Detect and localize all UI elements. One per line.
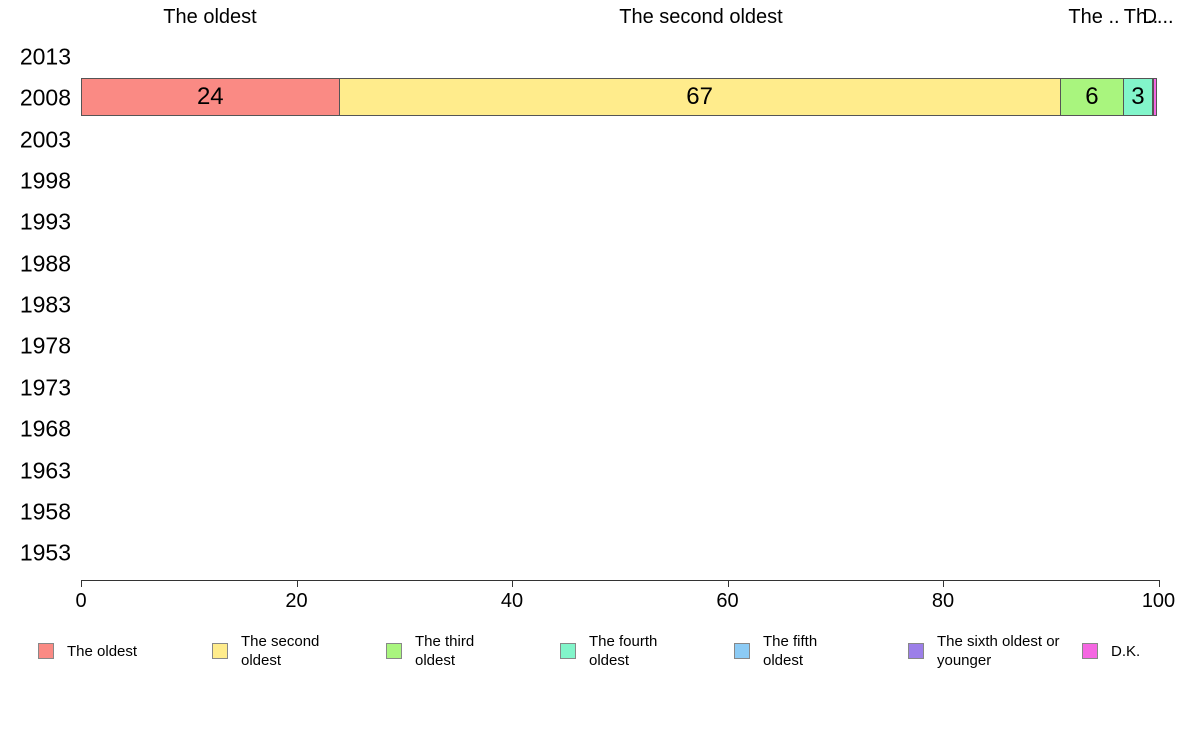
bar-segment-4[interactable]: 3: [1123, 78, 1153, 116]
legend-item-label: D.K.: [1111, 642, 1141, 660]
x-tick: [1158, 580, 1160, 587]
segment-header-label-1: The oldest: [163, 6, 257, 28]
legend-item-7[interactable]: D.K.: [1082, 629, 1140, 673]
bar-segment-7[interactable]: [1152, 78, 1157, 116]
legend-swatch: [1082, 643, 1098, 659]
stacked-bar-2008: 24 67 6 3: [81, 78, 1157, 116]
year-label-1998: 1998: [19, 167, 71, 194]
legend-item-label: The third oldest: [415, 633, 475, 669]
x-tick: [512, 580, 513, 587]
legend-item-3[interactable]: The third oldest: [386, 629, 505, 673]
x-tick-label-20: 20: [285, 590, 308, 612]
year-label-2008: 2008: [19, 84, 71, 111]
year-label-1963: 1963: [19, 457, 71, 483]
legend-item-5[interactable]: The fifth oldest: [734, 629, 853, 673]
bar-segment-1[interactable]: 24: [81, 78, 340, 116]
bar-segment-2[interactable]: 67: [338, 78, 1061, 116]
legend-item-label: The fifth oldest: [763, 633, 818, 669]
year-label-2013: 2013: [19, 43, 71, 70]
legend-swatch: [734, 643, 750, 659]
legend-item-label: The second oldest: [241, 633, 320, 669]
year-label-1958: 1958: [19, 498, 71, 525]
legend-item-1[interactable]: The oldest: [38, 629, 137, 673]
x-tick-label-0: 0: [75, 590, 87, 612]
year-label-1953: 1953: [19, 539, 71, 566]
year-label-1988: 1988: [19, 250, 71, 277]
x-tick-label-100: 100: [1141, 590, 1176, 612]
legend-item-label: The oldest: [67, 642, 138, 660]
x-tick: [296, 580, 298, 587]
x-tick: [943, 580, 944, 587]
x-tick-label-40: 40: [500, 590, 524, 612]
year-label-1993: 1993: [19, 208, 71, 235]
legend-item-4[interactable]: The fourth oldest: [560, 629, 679, 673]
year-label-1983: 1983: [19, 291, 71, 318]
segment-header-label-5: D...: [1142, 6, 1174, 28]
bar-segment-value: 3: [1131, 83, 1145, 110]
legend-item-2[interactable]: The second oldest: [212, 629, 331, 673]
year-label-2003: 2003: [19, 126, 71, 153]
x-tick: [81, 580, 82, 587]
bar-segment-value: 6: [1085, 83, 1099, 110]
bar-segment-3[interactable]: 6: [1059, 78, 1125, 116]
segment-header-label-4: Th..: [1123, 6, 1159, 28]
legend-item-6[interactable]: The sixth oldest or younger: [908, 629, 1072, 673]
x-axis-line: [81, 580, 1159, 581]
x-tick-label-60: 60: [716, 590, 739, 612]
year-label-1968: 1968: [19, 415, 71, 442]
x-tick: [727, 580, 729, 587]
legend-swatch: [908, 643, 924, 659]
segment-header-label-3: The ..: [1068, 6, 1120, 28]
legend-swatch: [386, 643, 402, 659]
year-label-1973: 1973: [19, 374, 71, 401]
legend-item-label: The fourth oldest: [589, 633, 658, 669]
segment-header-label-2: The second oldest: [619, 6, 783, 28]
year-label-1978: 1978: [19, 332, 71, 359]
legend-item-label: The sixth oldest or younger: [937, 633, 1060, 669]
legend-swatch: [560, 643, 576, 659]
x-tick-label-80: 80: [931, 590, 955, 612]
legend-swatch: [212, 643, 228, 659]
bar-segment-value: 24: [196, 83, 224, 110]
bar-segment-value: 67: [686, 83, 713, 110]
legend-swatch: [38, 643, 54, 659]
